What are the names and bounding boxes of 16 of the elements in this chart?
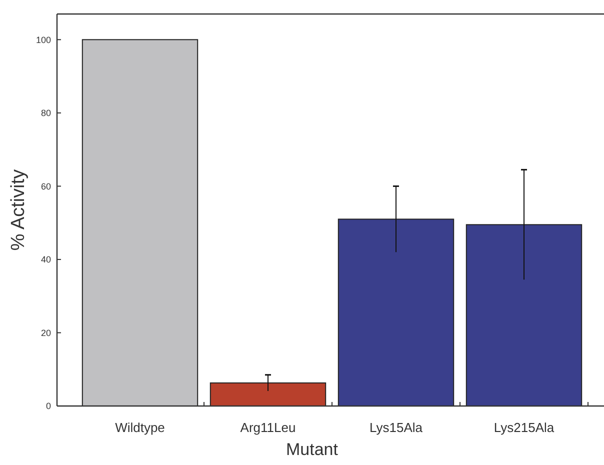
bar bbox=[210, 382, 326, 406]
y-tick-label: 20 bbox=[40, 328, 51, 338]
bar bbox=[82, 39, 198, 406]
x-tick-label: Lys15Ala bbox=[370, 420, 424, 435]
x-tick-label: Wildtype bbox=[115, 420, 165, 435]
y-tick-label: 40 bbox=[40, 254, 51, 265]
y-tick-label: 0 bbox=[46, 401, 51, 412]
bar bbox=[466, 224, 582, 406]
bar bbox=[338, 218, 454, 406]
x-tick-label: Lys215Ala bbox=[494, 420, 555, 435]
x-tick-label: Arg11Leu bbox=[240, 420, 296, 435]
x-axis-title: Mutant bbox=[286, 440, 338, 459]
y-tick-label: 100 bbox=[36, 34, 51, 45]
y-tick-label: 80 bbox=[40, 108, 51, 118]
y-tick-label: 60 bbox=[40, 181, 51, 192]
y-axis-title: % Activity bbox=[8, 168, 29, 251]
